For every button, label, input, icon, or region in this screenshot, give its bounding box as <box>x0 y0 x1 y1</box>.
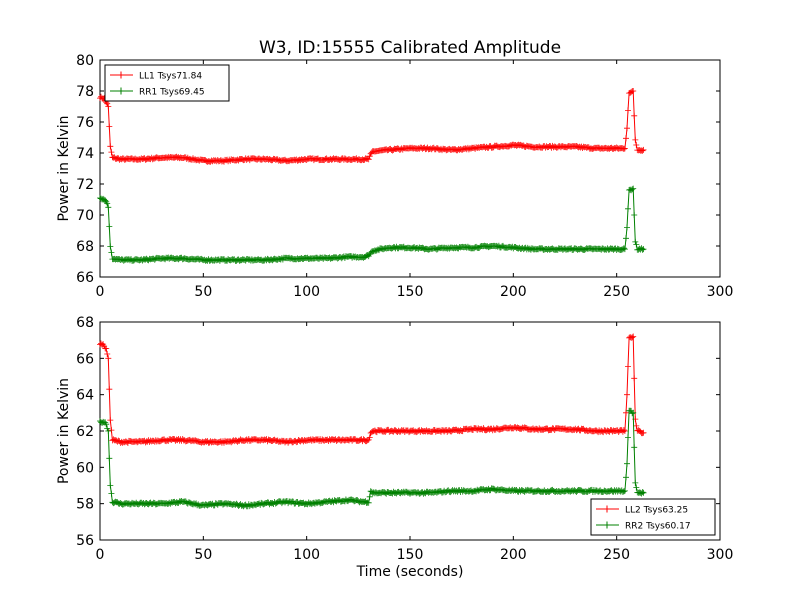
y-tick-label: 60 <box>76 460 94 476</box>
bottom-panel: 0 50 100 150 200 250 300 56 58 60 62 64 66 68 Power in… <box>56 315 733 563</box>
x-tick-label: 100 <box>293 547 320 563</box>
y-tick-label: 80 <box>76 53 94 69</box>
top-panel: 0 50 100 150 200 250 300 66 68 70 72 74 76 78 80 Power … <box>56 53 733 300</box>
y-tick-label: 78 <box>76 84 94 100</box>
x-tick-label: 200 <box>500 547 527 563</box>
series-markers <box>97 185 647 264</box>
y-tick-label: 68 <box>76 239 94 255</box>
y-tick-label: 58 <box>76 497 94 513</box>
legend-marker <box>117 71 125 79</box>
legend-marker <box>603 505 611 513</box>
x-axis-label: Time (seconds) <box>356 564 464 580</box>
x-tick-label: 0 <box>96 547 105 563</box>
y-axis-label: Power in Kelvin <box>56 378 72 484</box>
legend: LL1 Tsys71.84 RR1 Tsys69.45 <box>104 64 230 102</box>
x-tick-label: 150 <box>397 547 424 563</box>
x-tick-label: 50 <box>194 284 212 300</box>
x-tick-label: 50 <box>194 547 212 563</box>
legend-marker <box>117 87 125 95</box>
legend-label: RR2 Tsys60.17 <box>625 522 691 532</box>
series-ll1 <box>97 88 647 165</box>
y-tick-label: 76 <box>76 115 94 131</box>
y-tick-label: 66 <box>76 270 94 286</box>
x-tick-label: 100 <box>293 284 320 300</box>
x-tick-label: 200 <box>500 284 527 300</box>
series-ll2 <box>97 333 647 446</box>
legend-box <box>104 64 230 102</box>
chart-title: W3, ID:15555 Calibrated Amplitude <box>259 38 561 58</box>
legend-label: LL1 Tsys71.84 <box>139 72 202 82</box>
legend-marker <box>603 521 611 529</box>
legend-label: RR1 Tsys69.45 <box>139 88 205 98</box>
legend: LL2 Tsys63.25 RR2 Tsys60.17 <box>590 498 716 536</box>
series-markers <box>97 88 647 165</box>
legend-label: LL2 Tsys63.25 <box>625 506 688 516</box>
y-tick-label: 70 <box>76 208 94 224</box>
series-rr1 <box>97 185 647 264</box>
y-tick-label: 68 <box>76 315 94 331</box>
x-tick-label: 300 <box>707 547 734 563</box>
y-tick-label: 62 <box>76 424 94 440</box>
x-tick-label: 0 <box>96 284 105 300</box>
y-axis-label: Power in Kelvin <box>56 115 72 221</box>
y-tick-label: 66 <box>76 351 94 367</box>
x-tick-label: 300 <box>707 284 734 300</box>
x-tick-label: 150 <box>397 284 424 300</box>
legend-box <box>590 498 716 536</box>
series-rr2 <box>97 407 647 510</box>
series-markers <box>97 333 647 446</box>
series-markers <box>97 407 647 510</box>
y-tick-label: 64 <box>76 388 94 404</box>
y-tick-label: 74 <box>76 146 94 162</box>
x-tick-label: 250 <box>603 547 630 563</box>
y-tick-label: 72 <box>76 177 94 193</box>
x-tick-label: 250 <box>603 284 630 300</box>
y-tick-label: 56 <box>76 533 94 549</box>
